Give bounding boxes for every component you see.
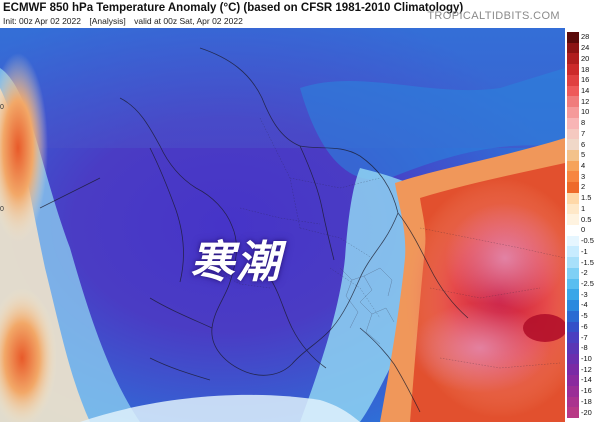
colorbar-label: 2 [581, 182, 586, 192]
colorbar-swatch [567, 160, 579, 172]
colorbar-label: -6 [581, 321, 588, 331]
colorbar-swatch [567, 74, 579, 87]
colorbar-label: -1.5 [581, 257, 594, 267]
temperature-anomaly-map: 寒潮 0 0 [0, 28, 565, 422]
colorbar-swatch [567, 32, 579, 44]
colorbar-label: 16 [581, 75, 590, 85]
colorbar-swatch [567, 310, 579, 322]
colorbar-label: 20 [581, 53, 590, 63]
colorbar-label: -1 [581, 246, 588, 256]
colorbar-swatch [567, 225, 579, 237]
east-hot-spot [523, 314, 565, 342]
colorbar-label: 12 [581, 96, 590, 106]
colorbar-label: 0 [581, 225, 586, 235]
west-warm-patch-south [0, 288, 57, 422]
colorbar-label: -0.5 [581, 236, 594, 246]
colorbar-label: 6 [581, 139, 586, 149]
northeast-blue-patch [300, 68, 565, 180]
colorbar-swatch [567, 42, 579, 54]
colorbar-label: 1.5 [581, 193, 592, 203]
east-pink-anomaly-south [410, 303, 550, 393]
colorbar-swatch [567, 246, 579, 258]
colorbar-swatch [567, 64, 579, 76]
colorbar-label: -14 [581, 375, 592, 385]
colorbar-swatch [567, 278, 579, 290]
colorbar-swatch [567, 85, 579, 97]
west-warm-patch-north [0, 53, 48, 243]
colorbar-swatch [567, 214, 579, 226]
cold-wave-overlay-label: 寒潮 [190, 237, 282, 288]
colorbar-label: 24 [581, 43, 590, 53]
colorbar-swatch [567, 149, 579, 162]
colorbar-swatch [567, 407, 579, 419]
colorbar-swatch [567, 203, 579, 215]
colorbar-swatch [567, 128, 579, 140]
colorbar-label: 3 [581, 171, 586, 181]
brand-watermark: TROPICALTIDBITS.COM [427, 10, 560, 22]
colorbar-swatch [567, 342, 579, 355]
colorbar-label: 14 [581, 85, 590, 95]
colorbar-label: 28 [581, 32, 590, 42]
colorbar-swatch [567, 257, 579, 269]
map-subtitle: Init: 00z Apr 02 2022 [Analysis] valid a… [3, 16, 249, 26]
coastlines [39, 47, 469, 413]
colorbar-label: -3 [581, 289, 588, 299]
colorbar-swatch [567, 289, 579, 301]
colorbar-label: -20 [581, 407, 592, 417]
colorbar-swatch [567, 321, 579, 333]
colorbar-label: 0.5 [581, 214, 592, 224]
header: ECMWF 850 hPa Temperature Anomaly (°C) (… [0, 0, 600, 28]
colorbar-swatch [567, 364, 579, 376]
colorbar-label: 7 [581, 128, 586, 138]
valid-time: valid at 00z Sat, Apr 02 2022 [134, 16, 243, 26]
colorbar-label: -5 [581, 311, 588, 321]
colorbar-swatch [567, 353, 579, 365]
colorbar-label: 18 [581, 64, 590, 74]
colorbar-label: 10 [581, 107, 590, 117]
colorbar-label: 8 [581, 118, 586, 128]
colorbar-swatch [567, 267, 579, 280]
colorbar-label: -18 [581, 396, 592, 406]
analysis-tag: [Analysis] [89, 16, 126, 26]
colorbar-label: 4 [581, 161, 586, 171]
colorbar-swatch [567, 107, 579, 119]
balkan-borders [339, 267, 395, 345]
colorbar-swatch [567, 117, 579, 129]
east-pink-anomaly-north [445, 203, 565, 313]
colorbar-swatch [567, 53, 579, 65]
colorbar-swatch [567, 96, 579, 108]
left-edge-mark-lower: 0 [0, 206, 4, 213]
country-borders [209, 117, 565, 369]
colorbar-label: -16 [581, 386, 592, 396]
map-canvas [0, 28, 565, 422]
colorbar-swatch [567, 192, 579, 205]
colorbar-label: -4 [581, 300, 588, 310]
colorbar-legend: 28 24 20 18 16 14 12 10 8 7 6 5 4 3 2 1.5 1 0.5 0 -0.5 -1 -1.… [567, 28, 600, 422]
colorbar-label: -10 [581, 354, 592, 364]
colorbar-swatch [567, 396, 579, 408]
colorbar-label: 5 [581, 150, 586, 160]
colorbar-swatch [567, 385, 579, 398]
map-title: ECMWF 850 hPa Temperature Anomaly (°C) (… [3, 2, 464, 14]
colorbar-label: -8 [581, 343, 588, 353]
colorbar-label: 1 [581, 203, 586, 213]
colorbar-swatch [567, 235, 579, 247]
colorbar-swatch [567, 171, 579, 183]
colorbar-label: -7 [581, 332, 588, 342]
colorbar-swatch [567, 182, 579, 194]
colorbar-label: -2 [581, 268, 588, 278]
colorbar-swatch [567, 139, 579, 151]
left-edge-mark-upper: 0 [0, 104, 4, 111]
colorbar-swatch [567, 332, 579, 344]
colorbar-swatch [567, 300, 579, 312]
colorbar-label: -2.5 [581, 278, 594, 288]
colorbar-swatch [567, 375, 579, 387]
init-time: Init: 00z Apr 02 2022 [3, 16, 81, 26]
south-neutral-band [80, 394, 360, 422]
colorbar-label: -12 [581, 364, 592, 374]
